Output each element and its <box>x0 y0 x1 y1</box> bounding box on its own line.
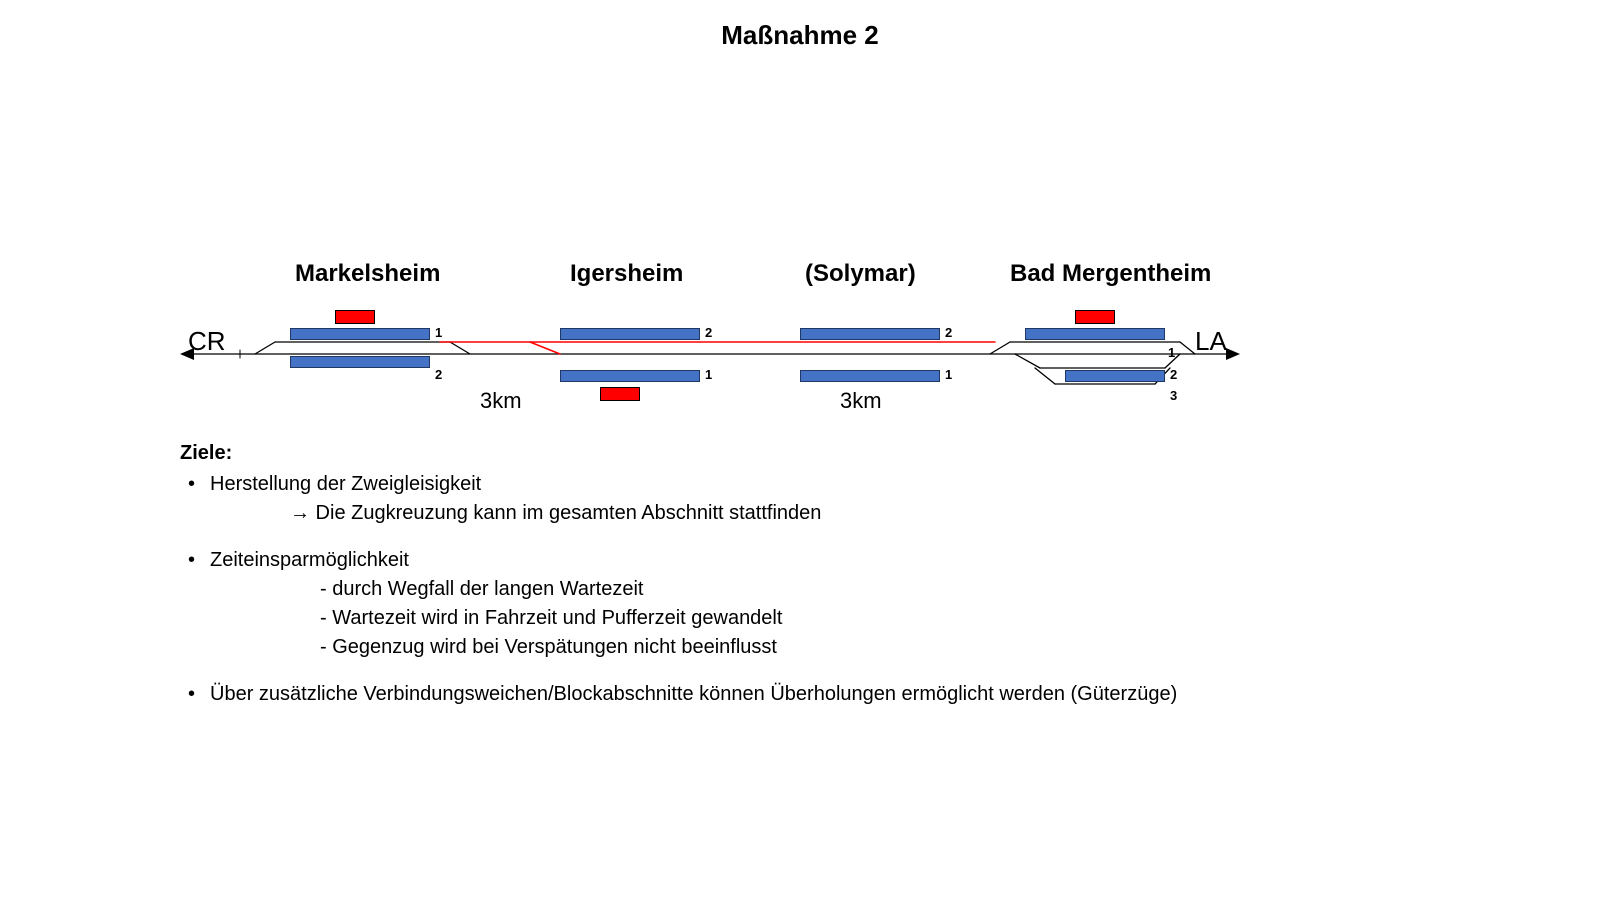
track-number: 1 <box>435 325 442 340</box>
platform-markelsheim-2 <box>290 356 430 368</box>
goals-body: Herstellung der Zweigleisigkeit→ Die Zug… <box>180 471 1280 708</box>
distance-label: 3km <box>840 388 882 414</box>
platform-solymar-2 <box>800 370 940 382</box>
distance-label: 3km <box>480 388 522 414</box>
station-building-badmergentheim <box>1075 310 1115 324</box>
platform-igersheim-2 <box>560 370 700 382</box>
page: Maßnahme 2 CR LA Markelsheim 1 2 Igersheim 2… <box>0 0 1600 900</box>
station-name-solymar: (Solymar) <box>805 260 916 288</box>
page-title: Maßnahme 2 <box>0 20 1600 51</box>
track-number: 1 <box>945 367 952 382</box>
platform-solymar-1 <box>800 328 940 340</box>
goal-sub-dash: - durch Wegfall der langen Wartezeit <box>180 576 1280 603</box>
goals-heading: Ziele: <box>180 440 1280 467</box>
station-name-igersheim: Igersheim <box>570 260 683 288</box>
track-number: 2 <box>705 325 712 340</box>
track-number: 2 <box>435 367 442 382</box>
track-diagram: CR LA Markelsheim 1 2 Igersheim 2 1 (Solymar) 2… <box>180 260 1420 430</box>
goal-sub-dash: - Wartezeit wird in Fahrzeit und Pufferz… <box>180 605 1280 632</box>
station-name-badmergentheim: Bad Mergentheim <box>1010 260 1211 288</box>
goal-bullet: Herstellung der Zweigleisigkeit <box>180 471 1280 498</box>
track-number: 1 <box>705 367 712 382</box>
endpoint-left: CR <box>188 326 226 357</box>
platform-markelsheim-1 <box>290 328 430 340</box>
endpoint-right: LA <box>1195 326 1227 357</box>
station-building-igersheim <box>600 387 640 401</box>
goal-bullet: Über zusätzliche Verbindungsweichen/Bloc… <box>180 681 1280 708</box>
goal-sub-arrow: → Die Zugkreuzung kann im gesamten Absch… <box>180 500 1280 527</box>
goal-bullet: Zeiteinsparmöglichkeit <box>180 547 1280 574</box>
platform-badmergentheim-1 <box>1025 328 1165 340</box>
platform-badmergentheim-2 <box>1065 370 1165 382</box>
track-number: 3 <box>1170 388 1177 403</box>
station-building-markelsheim <box>335 310 375 324</box>
track-number: 2 <box>1170 367 1177 382</box>
track-number: 2 <box>945 325 952 340</box>
goals-section: Ziele: Herstellung der Zweigleisigkeit→ … <box>180 440 1280 710</box>
platform-igersheim-1 <box>560 328 700 340</box>
track-number: 1 <box>1168 345 1175 360</box>
goal-sub-dash: - Gegenzug wird bei Verspätungen nicht b… <box>180 634 1280 661</box>
station-name-markelsheim: Markelsheim <box>295 260 440 288</box>
